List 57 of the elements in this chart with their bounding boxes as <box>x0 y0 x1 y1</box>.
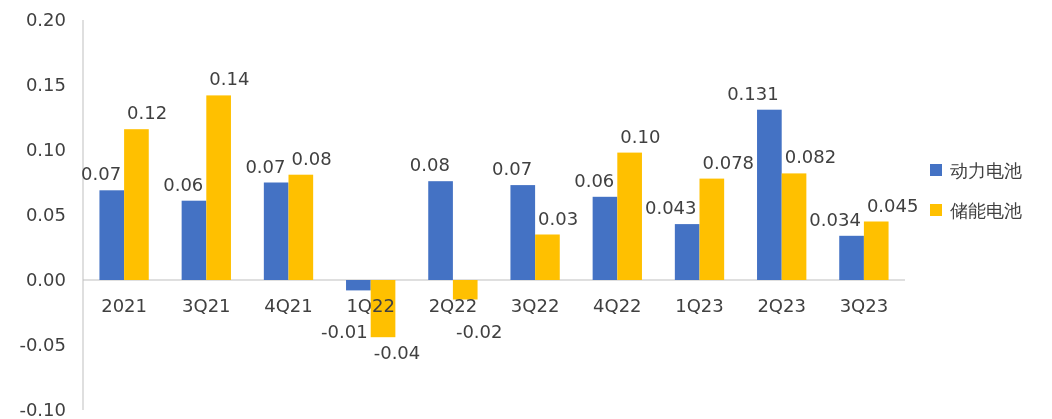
x-tick-label: 1Q23 <box>675 295 724 316</box>
data-label: 0.03 <box>538 207 579 229</box>
bar <box>99 190 125 280</box>
y-tick-label: -0.10 <box>19 399 66 419</box>
data-label: 0.078 <box>702 151 755 173</box>
x-tick-label: 3Q21 <box>182 295 231 316</box>
data-label: 0.082 <box>784 146 837 168</box>
y-tick-label: -0.05 <box>19 334 66 355</box>
data-label: 0.06 <box>574 169 615 191</box>
legend-label: 储能电池 <box>950 200 1022 221</box>
x-tick-label: 2Q23 <box>757 295 806 316</box>
bar <box>699 178 725 280</box>
x-tick-label: 2Q22 <box>428 295 478 316</box>
y-tick-label: 0.10 <box>25 139 66 160</box>
data-label: -0.04 <box>373 342 421 364</box>
bar <box>452 280 478 300</box>
bar <box>863 221 889 280</box>
x-tick-label: 3Q22 <box>510 295 560 316</box>
bar <box>346 280 371 291</box>
x-tick-label: 4Q21 <box>264 295 313 316</box>
bar <box>206 95 231 280</box>
bar <box>535 234 560 280</box>
data-label: 0.045 <box>866 194 919 216</box>
y-tick-label: 0.00 <box>25 269 66 290</box>
bar <box>781 173 807 280</box>
bar <box>674 224 700 280</box>
data-label: 0.131 <box>727 82 779 104</box>
data-label: 0.07 <box>492 158 533 180</box>
data-label: 0.08 <box>291 147 332 169</box>
data-label: 0.07 <box>245 155 286 177</box>
data-label: 0.06 <box>163 173 204 195</box>
data-label: -0.01 <box>321 321 368 342</box>
data-label: 0.08 <box>409 154 450 176</box>
x-tick-label: 3Q23 <box>839 295 889 316</box>
data-label: 0.07 <box>81 163 122 185</box>
data-label: 0.043 <box>644 197 697 219</box>
data-label: -0.02 <box>455 321 503 342</box>
y-tick-label: 0.15 <box>25 74 66 95</box>
bar <box>288 174 314 280</box>
bar <box>181 200 207 280</box>
data-label: 0.12 <box>127 102 168 124</box>
x-tick-label: 4Q22 <box>593 295 642 316</box>
y-tick-label: 0.05 <box>25 204 66 225</box>
data-label: 0.10 <box>620 125 661 147</box>
bar <box>757 109 782 280</box>
bar <box>428 181 453 280</box>
data-label: 0.034 <box>809 208 861 230</box>
bar <box>839 235 864 280</box>
data-label: 0.14 <box>209 68 250 90</box>
bar <box>124 129 149 280</box>
y-tick-label: 0.20 <box>25 9 66 30</box>
bar <box>510 185 536 280</box>
bar <box>263 182 289 280</box>
legend-label: 动力电池 <box>950 160 1022 181</box>
bar <box>592 196 618 280</box>
x-tick-label: 2021 <box>101 295 148 316</box>
bar <box>617 152 642 280</box>
